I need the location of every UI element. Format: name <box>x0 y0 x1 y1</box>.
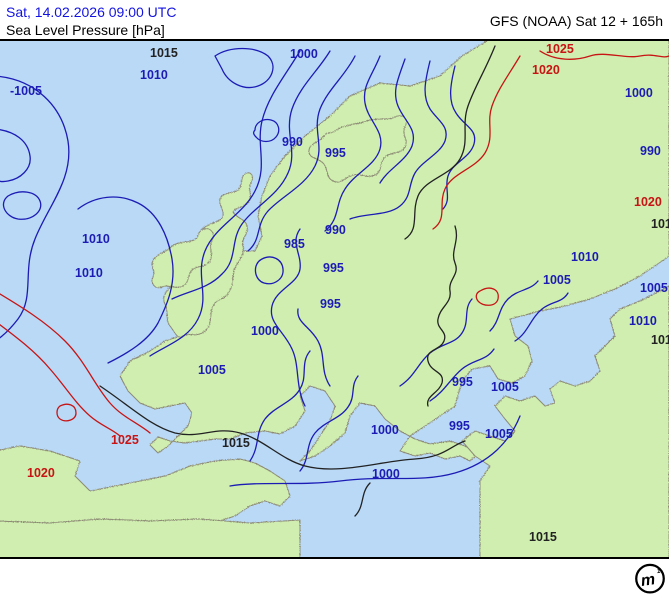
svg-text:1010: 1010 <box>140 68 168 82</box>
svg-text:1015: 1015 <box>651 333 669 347</box>
svg-text:1010: 1010 <box>75 266 103 280</box>
svg-text:1010: 1010 <box>571 250 599 264</box>
svg-text:m: m <box>640 571 656 590</box>
svg-text:995: 995 <box>320 297 341 311</box>
svg-text:995: 995 <box>325 146 346 160</box>
svg-text:995: 995 <box>452 375 473 389</box>
svg-text:1025: 1025 <box>546 42 574 56</box>
svg-text:990: 990 <box>640 144 661 158</box>
svg-text:990: 990 <box>325 223 346 237</box>
svg-text:1000: 1000 <box>372 467 400 481</box>
svg-text:1000: 1000 <box>251 324 279 338</box>
svg-text:1000: 1000 <box>625 86 653 100</box>
svg-text:1020: 1020 <box>532 63 560 77</box>
svg-text:985: 985 <box>284 237 305 251</box>
svg-text:1005: 1005 <box>491 380 519 394</box>
svg-text:1005: 1005 <box>198 363 226 377</box>
svg-text:1000: 1000 <box>371 423 399 437</box>
svg-text:1005: 1005 <box>640 281 668 295</box>
svg-text:1020: 1020 <box>634 195 662 209</box>
svg-text:1015: 1015 <box>651 217 669 231</box>
svg-text:990: 990 <box>282 135 303 149</box>
svg-text:1005: 1005 <box>543 273 571 287</box>
svg-text:-1005: -1005 <box>10 84 42 98</box>
svg-text:1000: 1000 <box>290 47 318 61</box>
svg-text:1020: 1020 <box>27 466 55 480</box>
svg-text:1005: 1005 <box>485 427 513 441</box>
svg-text:1010: 1010 <box>629 314 657 328</box>
svg-text:995: 995 <box>323 261 344 275</box>
svg-text:1010: 1010 <box>82 232 110 246</box>
svg-text:1015: 1015 <box>529 530 557 544</box>
svg-text:1015: 1015 <box>150 46 178 60</box>
svg-text:995: 995 <box>449 419 470 433</box>
svg-text:1015: 1015 <box>222 436 250 450</box>
svg-text:1025: 1025 <box>111 433 139 447</box>
